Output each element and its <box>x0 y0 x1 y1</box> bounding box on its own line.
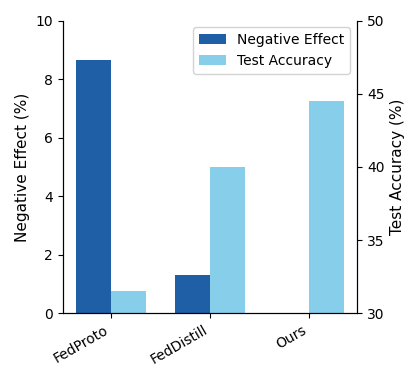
Bar <box>210 167 245 313</box>
Legend: Negative Effect, Test Accuracy: Negative Effect, Test Accuracy <box>193 28 350 73</box>
Y-axis label: Test Accuracy (%): Test Accuracy (%) <box>390 99 405 235</box>
Y-axis label: Negative Effect (%): Negative Effect (%) <box>15 92 30 241</box>
Bar <box>309 101 344 313</box>
Bar <box>111 291 146 313</box>
Bar <box>176 275 210 313</box>
Bar <box>76 60 111 313</box>
